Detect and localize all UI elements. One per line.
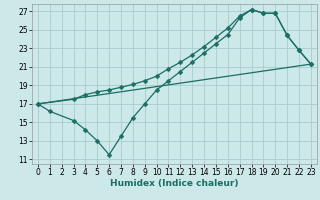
- X-axis label: Humidex (Indice chaleur): Humidex (Indice chaleur): [110, 179, 239, 188]
